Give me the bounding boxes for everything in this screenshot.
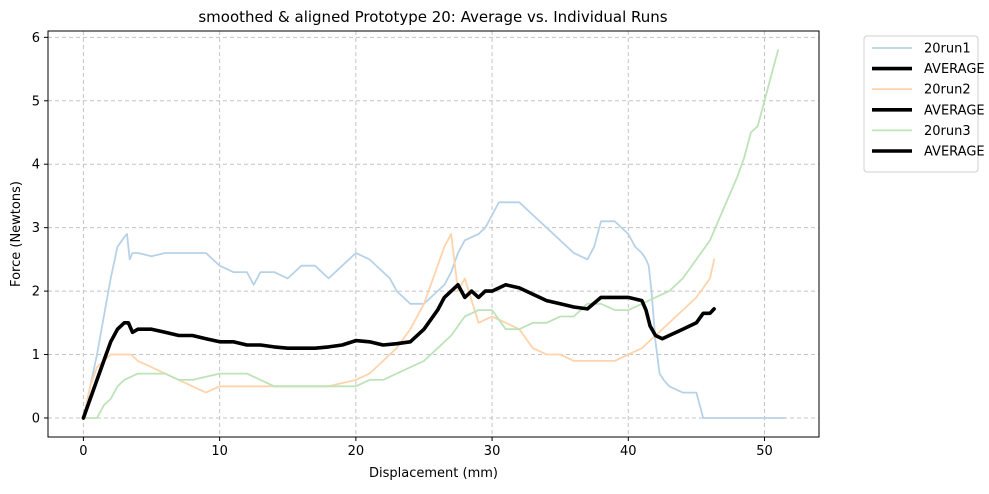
x-tick-label: 10: [211, 444, 228, 459]
tick-layer: 0 10 20 30 40 50 0 1 2 3 4 5 6: [32, 31, 773, 459]
legend-label: 20run1: [924, 42, 971, 57]
legend-label: 20run3: [924, 124, 971, 139]
series-line-20run2: [82, 233, 715, 419]
y-tick-label: 1: [32, 348, 40, 363]
x-tick-label: 0: [79, 444, 87, 459]
series-layer: [81, 49, 786, 420]
legend: 20run1 AVERAGE 20run2 AVERAGE 20run3 AVERAGE: [863, 35, 985, 173]
y-tick-label: 6: [32, 31, 40, 46]
series-line-20run1: [82, 201, 786, 419]
series-line-average: [81, 282, 716, 420]
y-tick-label: 2: [32, 285, 40, 300]
legend-items: 20run1 AVERAGE 20run2 AVERAGE 20run3 AVERAGE: [872, 42, 985, 160]
series-line-20run3: [82, 49, 779, 419]
legend-label: AVERAGE: [924, 103, 985, 118]
grid-layer: [48, 31, 819, 437]
legend-label: AVERAGE: [924, 145, 985, 160]
chart-title: smoothed & aligned Prototype 20: Average…: [198, 8, 667, 26]
x-tick-label: 40: [620, 444, 637, 459]
legend-label: 20run2: [924, 83, 971, 98]
x-axis-label: Displacement (mm): [369, 466, 498, 481]
x-tick-label: 20: [348, 444, 365, 459]
x-tick-label: 50: [756, 444, 773, 459]
plot-frame: [47, 30, 820, 438]
y-axis-label: Force (Newtons): [9, 181, 24, 287]
y-tick-label: 4: [32, 158, 40, 173]
y-tick-label: 0: [32, 411, 40, 426]
y-tick-label: 3: [32, 221, 40, 236]
y-tick-label: 5: [32, 94, 40, 109]
x-tick-label: 30: [484, 444, 501, 459]
legend-label: AVERAGE: [924, 62, 985, 77]
